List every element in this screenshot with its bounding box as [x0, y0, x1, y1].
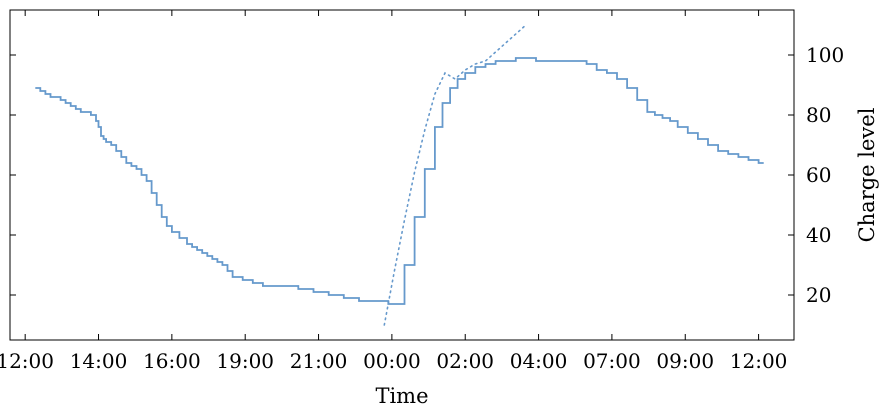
x-tick-label: 21:00 — [290, 349, 348, 373]
y-axis-label: Charge level — [855, 107, 879, 242]
x-tick-label: 12:00 — [0, 349, 54, 373]
x-tick-label: 02:00 — [436, 349, 494, 373]
x-axis: 12:00 14:00 16:00 19:00 21:00 00:00 02:00 04:00… — [0, 10, 787, 373]
y-tick-label: 60 — [806, 163, 831, 187]
series-line-2 — [383, 24, 527, 326]
y-tick-label: 20 — [806, 283, 831, 307]
series-line-1 — [35, 57, 764, 305]
y-tick-label: 40 — [806, 223, 831, 247]
x-tick-label: 19:00 — [216, 349, 274, 373]
x-tick-label: 09:00 — [656, 349, 714, 373]
y-tick-label: 80 — [806, 103, 831, 127]
y-tick-label: 100 — [806, 43, 844, 67]
plot-frame — [9, 9, 795, 341]
x-tick-label: 16:00 — [143, 349, 201, 373]
x-tick-label: 12:00 — [730, 349, 788, 373]
x-tick-label: 00:00 — [363, 349, 421, 373]
x-tick-label: 07:00 — [583, 349, 641, 373]
y-axis: 20 40 60 80 100 — [10, 43, 844, 307]
plot-area — [35, 24, 764, 326]
x-axis-label: Time — [375, 384, 428, 408]
x-tick-label: 04:00 — [510, 349, 568, 373]
x-tick-label: 14:00 — [70, 349, 128, 373]
